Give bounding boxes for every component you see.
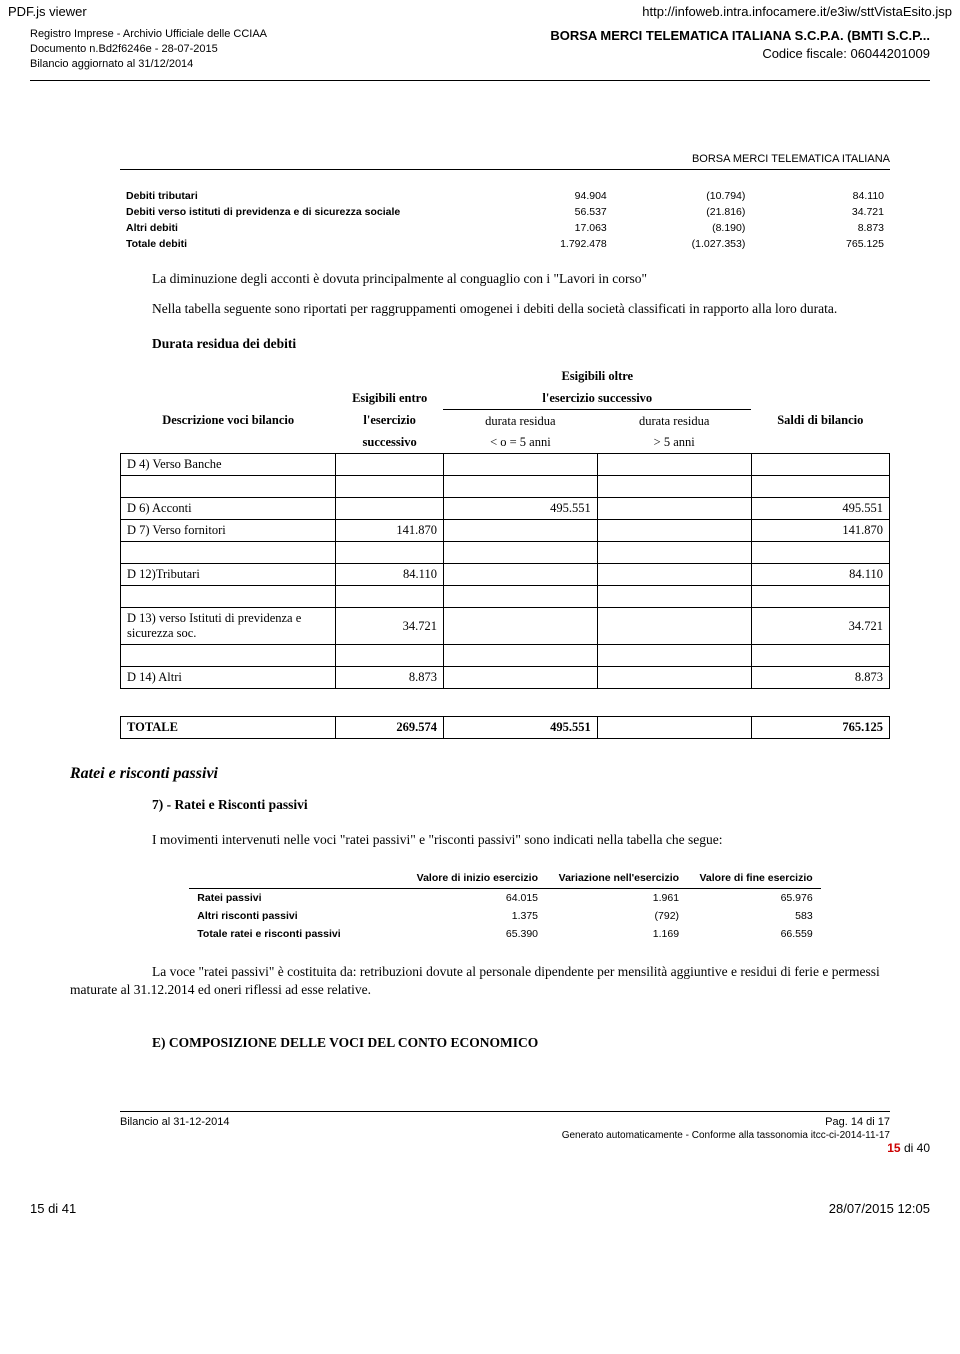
header-rule [30, 80, 930, 81]
footer-left: Bilancio al 31-12-2014 [120, 1116, 229, 1128]
footer-line2: Generato automaticamente - Conforme alla… [120, 1130, 890, 1141]
browser-header: PDF.js viewer http://infoweb.intra.infoc… [0, 0, 960, 21]
table-row [121, 542, 890, 564]
footer-right: Pag. 14 di 17 [825, 1116, 890, 1128]
subhead-durata: Durata residua dei debiti [120, 336, 890, 352]
para-ratei-intro: I movimenti intervenuti nelle voci "rate… [120, 831, 890, 849]
browser-title: PDF.js viewer [8, 4, 87, 19]
section-ratei-title: Ratei e risconti passivi [70, 765, 890, 783]
page-footer: Bilancio al 31-12-2014 Pag. 14 di 17 Gen… [120, 1111, 890, 1141]
header-line2: Documento n.Bd2f6246e - 28-07-2015 [30, 42, 267, 57]
ratei-h2: Variazione nell'esercizio [546, 868, 687, 889]
table-row: Altri risconti passivi1.375(792)583 [189, 907, 820, 925]
table-row: Totale ratei e risconti passivi65.3901.1… [189, 925, 820, 943]
table-row [121, 586, 890, 608]
debiti-table: Debiti tributari94.904(10.794)84.110Debi… [120, 188, 890, 252]
table-row: Altri debiti17.063(8.190)8.873 [120, 220, 890, 236]
table-row: D 12)Tributari84.11084.110 [121, 564, 890, 586]
company-name: BORSA MERCI TELEMATICA ITALIANA S.C.P.A.… [550, 27, 930, 45]
table-row: Totale debiti1.792.478(1.027.353)765.125 [120, 236, 890, 252]
durata-header-top: Esigibili oltre [443, 366, 751, 388]
para-diminuzione: La diminuzione degli acconti è dovuta pr… [120, 270, 890, 288]
section-e-title: E) COMPOSIZIONE DELLE VOCI DEL CONTO ECO… [120, 1035, 890, 1051]
ratei-sub: 7) - Ratei e Risconti passivi [120, 797, 890, 813]
doc-header-right: BORSA MERCI TELEMATICA ITALIANA S.C.P.A.… [550, 27, 930, 72]
header-line1: Registro Imprese - Archivio Ufficiale de… [30, 27, 267, 42]
table-row: D 4) Verso Banche [121, 454, 890, 476]
table-row: D 13) verso Istituti di previdenza e sic… [121, 608, 890, 645]
durata-total-row: TOTALE 269.574 495.551 765.125 [121, 717, 890, 739]
para-tabella: Nella tabella seguente sono riportati pe… [120, 300, 890, 318]
browser-url: http://infoweb.intra.infocamere.it/e3iw/… [642, 4, 952, 19]
table-row: Debiti tributari94.904(10.794)84.110 [120, 188, 890, 204]
section-rule [120, 169, 890, 170]
table-row: Debiti verso istituti di previdenza e di… [120, 204, 890, 220]
para-ratei-note: La voce "ratei passivi" è costituita da:… [70, 963, 890, 999]
bottom-left: 15 di 41 [30, 1201, 76, 1216]
content-area: Debiti tributari94.904(10.794)84.110Debi… [30, 188, 930, 1052]
ratei-h1: Valore di inizio esercizio [404, 868, 546, 889]
doc-header-left: Registro Imprese - Archivio Ufficiale de… [30, 27, 267, 72]
fiscal-code: Codice fiscale: 06044201009 [550, 45, 930, 63]
durata-table: Esigibili oltre Esigibili entro l'eserci… [120, 366, 890, 740]
table-row: Ratei passivi64.0151.96165.976 [189, 888, 820, 907]
page-counter: 15 di 40 [0, 1141, 960, 1161]
ratei-table: Valore di inizio esercizio Variazione ne… [189, 868, 820, 943]
bottom-bar: 15 di 41 28/07/2015 12:05 [0, 1197, 960, 1224]
ratei-h3: Valore di fine esercizio [687, 868, 821, 889]
table-row: D 14) Altri8.8738.873 [121, 667, 890, 689]
table-row [121, 476, 890, 498]
table-row: D 6) Acconti495.551495.551 [121, 498, 890, 520]
header-line3: Bilancio aggiornato al 31/12/2014 [30, 57, 267, 72]
bottom-right: 28/07/2015 12:05 [829, 1201, 930, 1216]
doc-header: Registro Imprese - Archivio Ufficiale de… [30, 21, 930, 80]
table-row [121, 645, 890, 667]
document-page: Registro Imprese - Archivio Ufficiale de… [0, 21, 960, 1141]
table-row: D 7) Verso fornitori141.870141.870 [121, 520, 890, 542]
section-top-label: BORSA MERCI TELEMATICA ITALIANA [30, 83, 930, 169]
